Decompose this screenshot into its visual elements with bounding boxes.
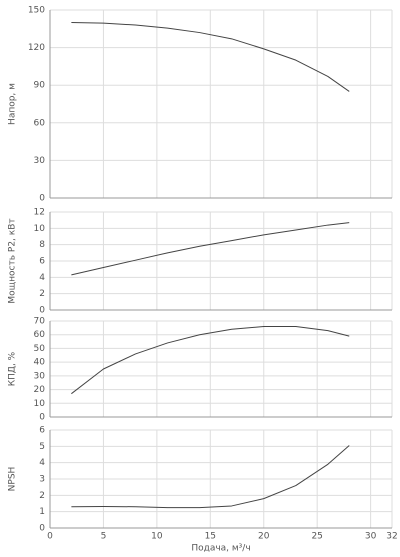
- y-tick-label: 4: [39, 273, 45, 283]
- y-tick-label: 70: [34, 317, 46, 327]
- y-tick-label: 50: [34, 344, 46, 354]
- x-tick-label: 0: [47, 532, 53, 542]
- y-axis-label: NPSH: [8, 467, 18, 492]
- y-tick-label: 60: [34, 330, 46, 340]
- y-tick-label: 10: [34, 399, 46, 409]
- x-tick-label: 32: [386, 532, 397, 542]
- y-tick-label: 150: [28, 6, 45, 16]
- line: [71, 22, 350, 92]
- y-tick-label: 6: [39, 426, 45, 436]
- x-tick-label: 30: [365, 532, 377, 542]
- y-tick-label: 4: [39, 458, 45, 468]
- line: [71, 222, 350, 276]
- y-tick-label: 1: [39, 507, 45, 517]
- y-axis-label: Напор, м: [8, 83, 18, 125]
- y-tick-label: 0: [39, 306, 45, 316]
- x-tick-label: 15: [205, 532, 216, 542]
- y-tick-label: 0: [39, 413, 45, 423]
- y-axis-label: КПД, %: [8, 351, 18, 386]
- y-tick-label: 10: [34, 224, 46, 234]
- y-tick-label: 30: [34, 156, 46, 166]
- y-tick-label: 60: [34, 118, 46, 128]
- x-tick-label: 5: [101, 532, 107, 542]
- y-tick-label: 120: [28, 43, 45, 53]
- line: [71, 445, 350, 509]
- y-tick-label: 3: [39, 475, 45, 485]
- y-tick-label: 0: [39, 524, 45, 534]
- x-axis-label: Подача, м³/ч: [191, 544, 250, 554]
- y-axis-label: Мощность P2, кВт: [8, 218, 18, 303]
- x-tick-label: 20: [258, 532, 270, 542]
- y-tick-label: 90: [34, 81, 46, 91]
- y-tick-label: 0: [39, 194, 45, 204]
- y-tick-label: 12: [34, 208, 45, 218]
- y-tick-label: 40: [34, 358, 46, 368]
- y-tick-label: 2: [39, 289, 45, 299]
- x-tick-label: 10: [151, 532, 163, 542]
- y-tick-label: 5: [39, 442, 45, 452]
- y-tick-label: 2: [39, 491, 45, 501]
- y-tick-label: 20: [34, 385, 46, 395]
- y-tick-label: 8: [39, 240, 45, 250]
- y-tick-label: 6: [39, 257, 45, 267]
- y-tick-label: 30: [34, 371, 46, 381]
- x-tick-label: 25: [311, 532, 322, 542]
- line: [71, 325, 350, 395]
